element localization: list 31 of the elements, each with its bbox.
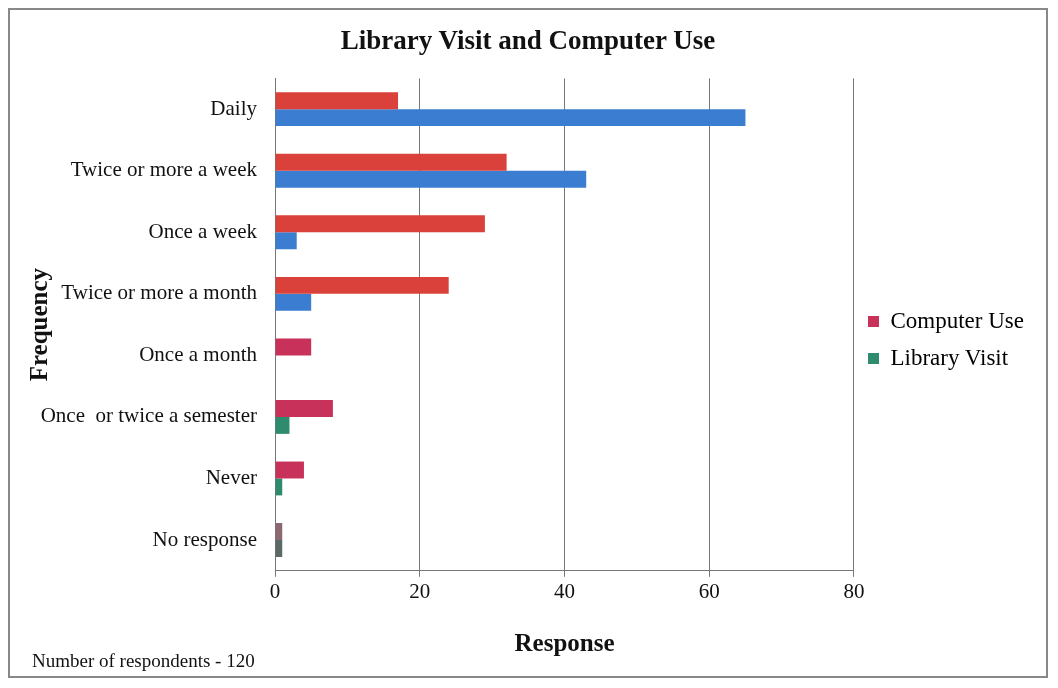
y-tick-label: Once or twice a semester [40,403,257,428]
y-tick-label: Daily [210,95,258,120]
bar [275,416,290,434]
bar [275,92,399,110]
x-tick-label: 80 [843,578,865,603]
text: Number of respondents - 120 [32,650,255,672]
y-axis-title: Frequency [25,267,53,382]
bar [275,109,746,127]
bar [275,400,333,417]
chart-title: Library Visit and Computer Use [340,25,716,56]
bar [275,170,587,188]
y-tick-label: Never [205,464,257,489]
bar [275,293,312,311]
x-tick-label: 20 [409,578,431,603]
y-tick-label: Twice or more a month [61,280,258,305]
y-tick-label: Once a week [148,218,258,243]
y-tick-label: Once a month [139,341,258,366]
x-tick-label: 60 [698,578,720,603]
y-tick-label: No response [152,526,257,551]
legend-label: Library Visit [890,344,1009,370]
y-tick-label: Twice or more a week [70,157,258,182]
x-tick-label: 0 [269,578,281,603]
x-axis-title: Response [514,629,615,657]
legend-label: Computer Use [890,307,1025,333]
bar [275,215,485,233]
bar [275,461,304,479]
bar [275,153,507,171]
x-tick-label: 40 [554,578,575,603]
bar [275,338,312,356]
bar [275,276,449,294]
bar [275,232,297,250]
